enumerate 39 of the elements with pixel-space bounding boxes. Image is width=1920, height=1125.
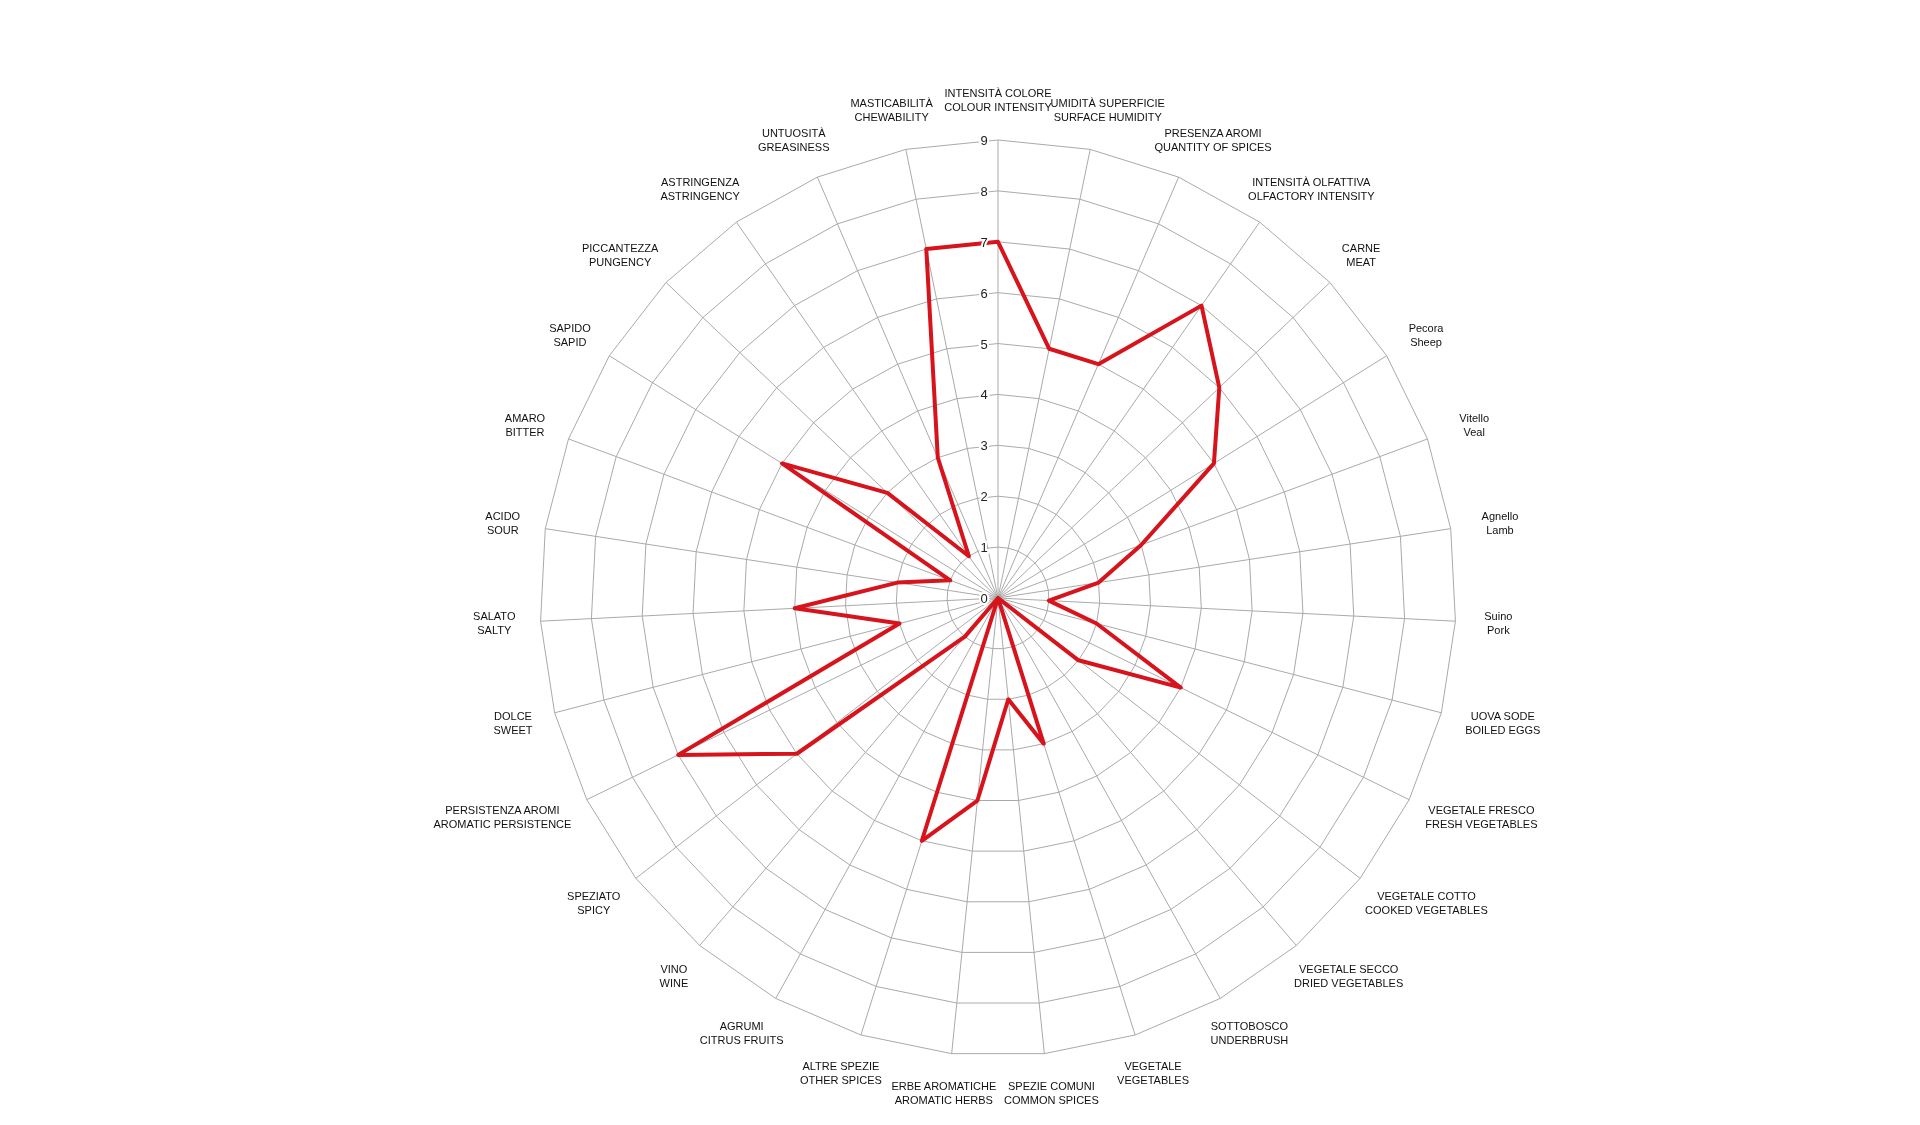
spoke-label: UOVA SODE BOILED EGGS [1465,709,1541,736]
spoke-label: VEGETALE COTTO COOKED VEGETABLES [1365,889,1488,916]
y-tick-label: 6 [980,285,988,301]
spoke-label: AMARO BITTER [504,412,546,439]
spoke-label: UNTUOSITÀ GREASINESS [757,127,830,154]
spoke-label: VINO WINE [659,962,689,989]
spoke-label: ACIDO SOUR [485,509,521,536]
spoke-label: SAPIDO SAPID [549,321,592,348]
spoke-label: SALATO SALTY [473,610,516,637]
spoke-label: Agnello Lamb [1481,509,1519,536]
spoke-label: PERSISTENZA AROMI AROMATIC PERSISTENCE [433,804,572,831]
spoke-label: AGRUMI CITRUS FRUITS [699,1020,784,1047]
spoke-label: DOLCE SWEET [493,709,533,736]
spoke-label: INTENSITÀ OLFATTIVA OLFACTORY INTENSITY [1248,176,1376,203]
spoke-label: VEGETALE FRESCO FRESH VEGETABLES [1425,804,1538,831]
spoke-label: Pecora Sheep [1408,321,1445,348]
spoke-label: Suino Pork [1484,610,1513,637]
spoke-label: VEGETALE SECCO DRIED VEGETABLES [1294,962,1404,989]
spoke-label: ERBE AROMATICHE AROMATIC HERBS [891,1080,997,1107]
y-tick-label: 2 [980,489,988,505]
spoke-label: SPEZIE COMUNI COMMON SPICES [1004,1080,1099,1107]
spoke-label: UMIDITÀ SUPERFICIE SURFACE HUMIDITY [1050,97,1165,124]
spoke-label: SOTTOBOSCO UNDERBRUSH [1210,1020,1289,1047]
y-tick-label: 1 [980,540,988,556]
y-tick-label: 9 [980,133,988,148]
spoke-label: PRESENZA AROMI QUANTITY OF SPICES [1154,127,1272,154]
spoke-label: PICCANTEZZA PUNGENCY [581,241,659,268]
spoke-label: MASTICABILITÀ CHEWABILITY [850,97,934,124]
spoke-label: CARNE MEAT [1341,241,1381,268]
y-tick-label: 3 [980,438,988,454]
y-tick-label: 0 [980,591,988,606]
y-tick-label: 8 [980,183,988,199]
spoke-label: Vitello Veal [1459,412,1490,439]
y-tick-label: 4 [980,387,988,403]
y-tick-label: 5 [980,336,988,352]
spoke-label: SPEZIATO SPICY [567,889,621,916]
spoke-label: ALTRE SPEZIE OTHER SPICES [799,1060,882,1087]
spoke-label: ASTRINGENZA ASTRINGENCY [660,176,741,203]
spoke-label: VEGETALE VEGETABLES [1117,1060,1190,1087]
